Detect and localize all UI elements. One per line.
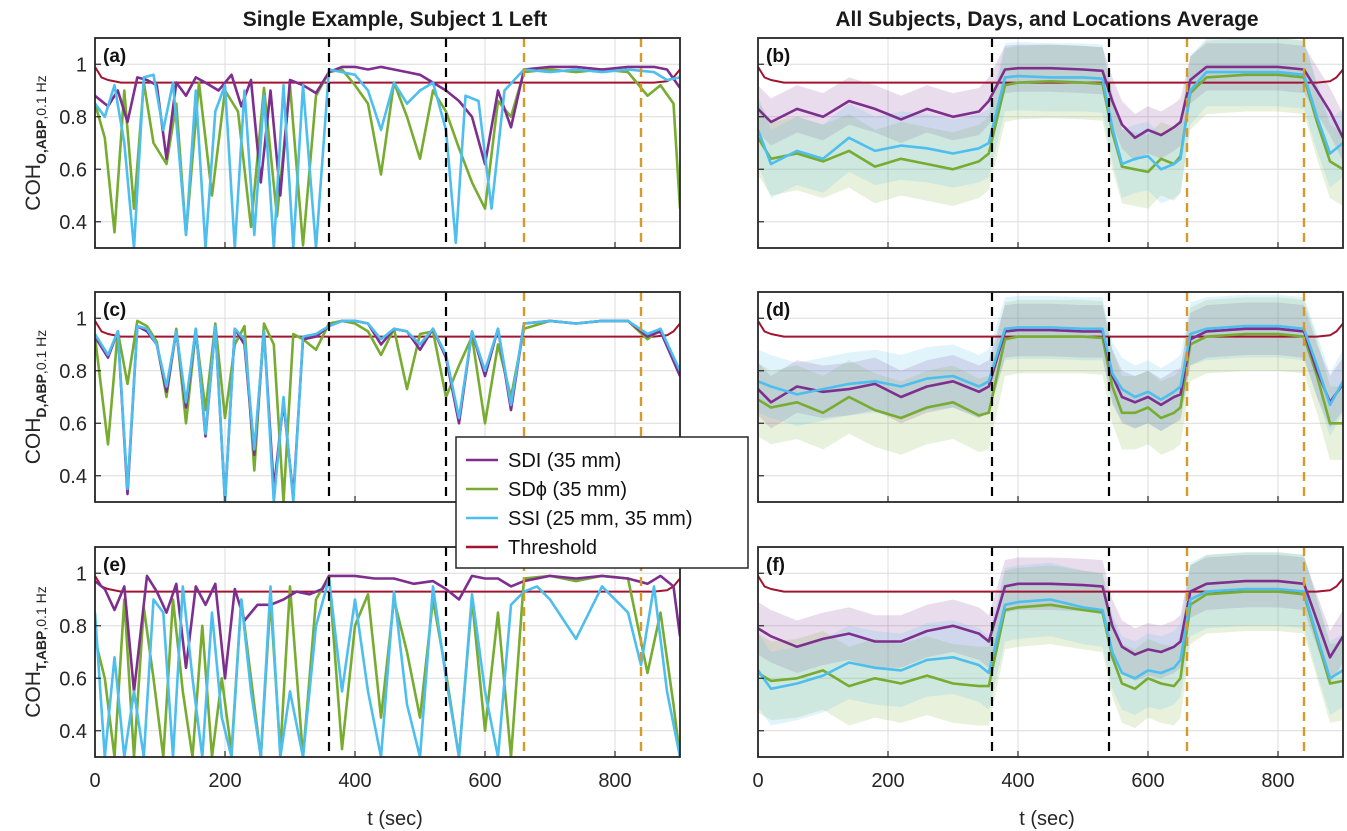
y-tick-label: 0.4 xyxy=(59,466,87,488)
axes-frame xyxy=(757,546,1344,758)
threshold-series-line xyxy=(95,575,680,593)
sdphi-std-band xyxy=(758,38,1343,209)
legend-label-sdphi: SDϕ (35 mm) xyxy=(508,479,627,501)
y-tick-label: 0.6 xyxy=(59,668,87,690)
sdphi-std-band xyxy=(758,297,1343,460)
legend-label-sdi: SDI (35 mm) xyxy=(508,450,621,472)
y-tick-label: 0.6 xyxy=(59,413,87,435)
ssi-series-line xyxy=(758,324,1343,407)
panel-d: (d) xyxy=(757,291,1344,503)
ssi-series-line xyxy=(95,68,680,248)
panel-c: 0.4 0.6 0.8 1 (c) COHD,ABP,0.1 Hz xyxy=(22,291,681,503)
sdi-std-band xyxy=(758,554,1343,684)
sdi-series-line xyxy=(758,579,1343,659)
y-tick-label: 1 xyxy=(76,308,87,330)
y-axis-label: COHT,ABP,0.1 Hz xyxy=(22,586,49,717)
sdi-std-band xyxy=(758,302,1343,432)
ssi-series-line xyxy=(758,587,1343,691)
sdi-series-line xyxy=(758,65,1343,140)
panel-e: 0 200 400 600 800 0.4 0.6 0.8 1 (e) COHT,ABP,0.1 H… xyxy=(22,546,681,792)
y-tick-label: 1 xyxy=(76,563,87,585)
y-tick-label: 1 xyxy=(76,54,87,76)
panel-label: (d) xyxy=(766,300,790,321)
x-tick-label: 400 xyxy=(1001,770,1034,792)
x-tick-label: 600 xyxy=(468,770,501,792)
panel-label: (e) xyxy=(103,555,126,576)
axes-frame xyxy=(94,546,681,758)
x-tick-label: 800 xyxy=(1261,770,1294,792)
x-tick-label: 0 xyxy=(752,770,763,792)
ssi-series-line xyxy=(758,70,1343,171)
y-tick-label: 0.8 xyxy=(59,616,87,638)
sdphi-series-line xyxy=(758,332,1343,425)
x-tick-label: 800 xyxy=(598,770,631,792)
legend-label-ssi: SSI (25 mm, 35 mm) xyxy=(508,508,692,530)
x-tick-label: 400 xyxy=(338,770,371,792)
x-tick-label: 200 xyxy=(871,770,904,792)
legend-label-threshold: Threshold xyxy=(508,537,597,559)
ssi-series-line xyxy=(95,319,680,502)
ssi-std-band xyxy=(758,38,1343,204)
x-axis-label-left: t (sec) xyxy=(367,808,423,830)
right-column-title: All Subjects, Days, and Locations Averag… xyxy=(835,8,1258,31)
sdi-series-line xyxy=(95,574,680,693)
ssi-series-line xyxy=(95,577,680,757)
threshold-series-line xyxy=(95,320,680,338)
y-tick-label: 0.8 xyxy=(59,107,87,129)
panel-a: 0.4 0.6 0.8 1 (a) COHO,ABP,0.1 Hz xyxy=(22,37,681,249)
panel-label: (b) xyxy=(766,46,790,67)
y-tick-label: 0.4 xyxy=(59,212,87,234)
y-tick-label: 0.4 xyxy=(59,721,87,743)
left-column-title: Single Example, Subject 1 Left xyxy=(243,8,548,31)
x-tick-label: 0 xyxy=(89,770,100,792)
panel-b: (b) xyxy=(757,37,1344,249)
x-tick-label: 600 xyxy=(1131,770,1164,792)
panel-label: (f) xyxy=(766,555,785,576)
axes-frame xyxy=(757,37,1344,249)
ssi-std-band xyxy=(758,294,1343,437)
panel-label: (c) xyxy=(103,300,126,321)
panel-f: 0 200 400 600 800 (f) xyxy=(752,546,1344,792)
y-axis-label: COHD,ABP,0.1 Hz xyxy=(22,330,49,465)
x-tick-label: 200 xyxy=(208,770,241,792)
x-axis-label-right: t (sec) xyxy=(1019,808,1075,830)
axes-frame xyxy=(757,291,1344,503)
sdi-std-band xyxy=(758,43,1343,162)
threshold-series-line xyxy=(758,575,1343,593)
panel-label: (a) xyxy=(103,46,126,67)
y-tick-label: 0.8 xyxy=(59,361,87,383)
y-axis-label: COHO,ABP,0.1 Hz xyxy=(22,75,49,210)
legend: SDI (35 mm) SDϕ (35 mm) SSI (25 mm, 35 mm)… xyxy=(455,436,749,569)
legend-box xyxy=(455,436,749,569)
axes-frame xyxy=(94,291,681,503)
axes-frame xyxy=(94,37,681,249)
y-tick-label: 0.6 xyxy=(59,159,87,181)
